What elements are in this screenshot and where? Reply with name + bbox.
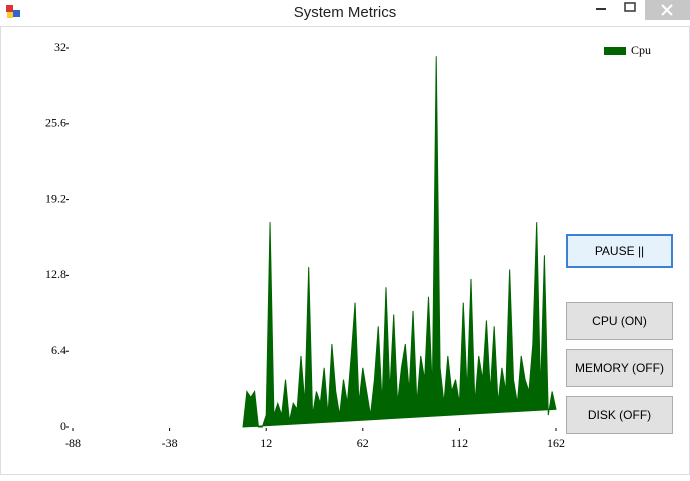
x-tick-label: -88 (65, 436, 81, 450)
legend-swatch (604, 47, 626, 55)
window-title: System Metrics (293, 4, 397, 21)
pause-button[interactable]: PAUSE || (566, 234, 673, 268)
close-icon (661, 4, 673, 16)
x-tick-label: 112 (451, 436, 469, 450)
window-controls (596, 0, 690, 20)
x-tick-label: 62 (357, 436, 369, 450)
y-tick-label: 12.8 (45, 267, 66, 281)
y-tick-label: 19.2 (45, 191, 66, 205)
disk-button[interactable]: DISK (OFF) (566, 396, 673, 434)
x-tick-label: -38 (162, 436, 178, 450)
legend-label: Cpu (631, 43, 651, 57)
y-tick-label: 32 (54, 40, 66, 54)
maximize-button[interactable] (624, 2, 636, 12)
x-tick-label: 162 (547, 436, 565, 450)
memory-button[interactable]: MEMORY (OFF) (566, 349, 673, 387)
minimize-button[interactable] (596, 8, 606, 10)
title-bar: System Metrics (0, 0, 690, 26)
app-icon (6, 5, 20, 18)
x-tick-label: 12 (260, 436, 272, 450)
y-tick-label: 0 (60, 419, 66, 433)
cpu-button[interactable]: CPU (ON) (566, 302, 673, 340)
y-tick-label: 6.4 (51, 343, 66, 357)
area (242, 56, 557, 428)
y-tick-label: 25.6 (45, 116, 66, 130)
